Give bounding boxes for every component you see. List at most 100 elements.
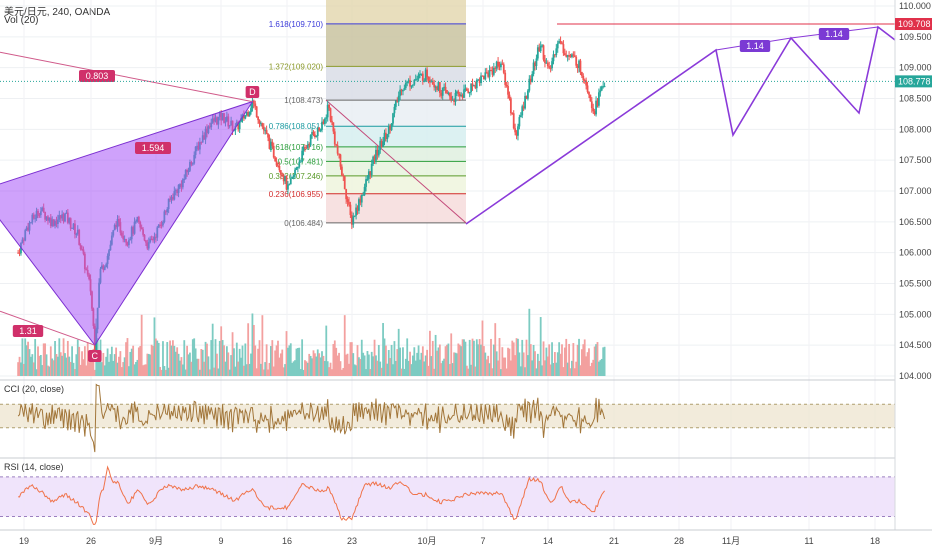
candle-body	[248, 112, 251, 117]
candle-body	[375, 149, 377, 161]
volume-bar	[316, 349, 319, 376]
volume-bar	[214, 339, 217, 376]
fib-level-label: 1.618(109.710)	[269, 20, 324, 29]
candle-body	[244, 115, 247, 119]
abcd-pattern[interactable]: 1.14 1.14	[465, 25, 896, 225]
candle-body	[427, 77, 430, 80]
candle-body	[396, 100, 399, 102]
volume-bar	[241, 345, 244, 376]
volume-bar	[484, 352, 487, 376]
volume-bar	[325, 325, 328, 376]
fib-band	[326, 146, 466, 162]
volume-bar	[315, 356, 318, 376]
volume-bar	[585, 356, 588, 376]
volume-bar	[140, 314, 143, 376]
candle-body	[434, 86, 437, 88]
candle-body	[471, 83, 474, 87]
volume-bar	[120, 367, 123, 376]
volume-bar	[62, 338, 65, 376]
candle-body	[424, 69, 427, 81]
candle-body	[430, 81, 433, 83]
candle-body	[436, 86, 438, 90]
volume-bar	[145, 364, 147, 376]
volume-bar	[582, 344, 585, 376]
volume-bar	[223, 345, 225, 376]
candle-body	[359, 199, 362, 203]
volume-bar	[563, 347, 566, 376]
volume-bar	[133, 364, 136, 376]
candle-body	[444, 86, 447, 91]
volume-bar	[429, 330, 431, 376]
volume-bar	[112, 360, 115, 376]
volume-bar	[342, 367, 345, 376]
abcd-ratio-bg	[739, 40, 771, 52]
volume-bar	[392, 364, 394, 376]
volume-bar	[319, 357, 322, 376]
candle-body	[598, 92, 600, 106]
volume-bar	[339, 361, 342, 376]
volume-bar	[367, 354, 370, 376]
volume-bar	[356, 345, 359, 376]
volume-bar	[514, 355, 517, 376]
volume-bar	[404, 358, 407, 376]
candle-body	[522, 106, 525, 109]
volume-bar	[376, 360, 379, 376]
volume-bar	[409, 351, 411, 376]
cci-panel[interactable]: CCI (20, close)250.000.00-250.00	[0, 379, 932, 453]
candle-body	[298, 161, 301, 167]
volume-bar	[49, 346, 52, 376]
volume-bar	[571, 360, 573, 376]
candle-body	[420, 73, 423, 75]
volume-bar	[203, 361, 206, 376]
fib-retracement[interactable]: 1.618(109.710) 1.372(109.020) 1(108.473) 0.…	[269, 0, 467, 228]
candle-body	[379, 140, 382, 150]
volume-bar	[55, 354, 58, 376]
volume-bar	[416, 352, 419, 376]
candle-body	[336, 145, 339, 154]
volume-bar	[485, 359, 488, 376]
volume-bar	[92, 348, 95, 376]
candle-body	[529, 78, 532, 82]
candle-body	[362, 194, 365, 196]
candle-body	[360, 194, 363, 203]
volume-bar	[366, 350, 369, 376]
volume-bar	[444, 346, 447, 376]
candle-body	[477, 79, 480, 81]
candle-body	[338, 153, 340, 155]
volume-bar	[481, 320, 484, 376]
volume-bar	[562, 367, 565, 376]
volume-bar	[302, 369, 305, 376]
volume-bar	[380, 367, 383, 376]
volume-bar	[275, 345, 278, 376]
volume-bar	[228, 369, 231, 376]
volume-bar	[157, 342, 160, 376]
rsi-panel[interactable]: RSI (14, close)80.0060.0040.0020.00	[0, 457, 932, 531]
volume-bar	[548, 344, 551, 376]
price-lines[interactable]	[0, 23, 895, 82]
volume-bar	[204, 341, 207, 376]
candle-body	[465, 88, 468, 91]
volume-bar	[299, 369, 302, 376]
point-d-label-bg	[245, 86, 260, 98]
volume-bar	[500, 369, 502, 376]
candle-body	[467, 90, 470, 94]
candle-body	[238, 121, 241, 130]
volume-bar	[200, 349, 203, 376]
price-tick-label: 108.500	[899, 94, 932, 104]
price-tick-label: 106.000	[899, 248, 932, 258]
volume-bar	[135, 362, 137, 376]
volume-bar	[235, 342, 238, 376]
volume-bar	[30, 356, 32, 376]
time-tick-label: 11	[804, 536, 813, 546]
candle-body	[451, 99, 454, 101]
harmonic-pattern[interactable]: 0.803 1.594 1.31 C D	[0, 51, 260, 362]
volume-bar	[210, 340, 213, 376]
volume-bar	[179, 360, 181, 376]
time-axis[interactable]: 19 26 9月 9 16 23 10月 7 14 21 28 11月 11 18	[0, 529, 932, 546]
fib-level-label: 1.372(109.020)	[269, 62, 324, 71]
price-axis[interactable]: 110.000 109.500 109.000 108.500 108.000 107.5…	[894, 0, 932, 550]
candle-body	[524, 95, 526, 109]
candle-body	[265, 130, 268, 134]
point-c-label: C	[92, 351, 99, 361]
